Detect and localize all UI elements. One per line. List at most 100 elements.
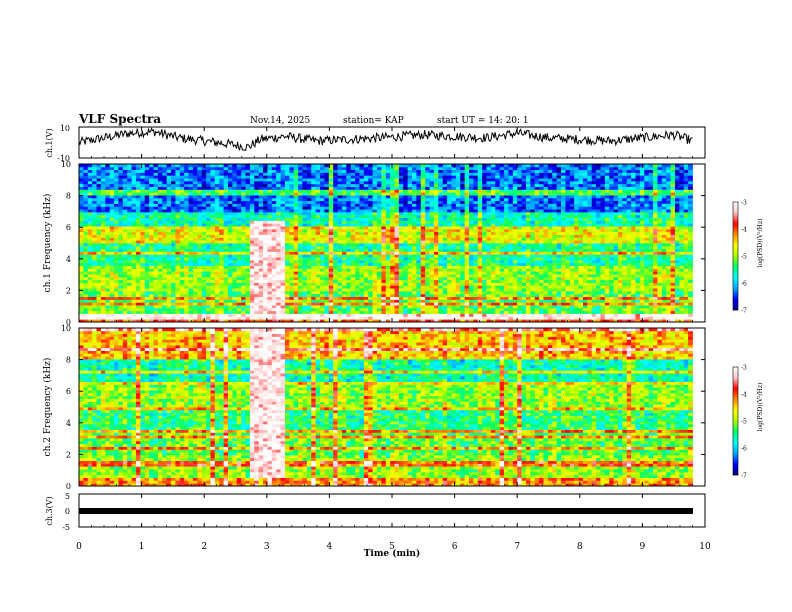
spectrogram-cell (565, 254, 571, 258)
spectrogram-cell (333, 302, 338, 306)
spectrogram-cell (289, 231, 295, 235)
spectrogram-cell (455, 282, 461, 286)
spectrogram-cell (504, 302, 509, 306)
spectrogram-cell (631, 290, 636, 295)
spectrogram-cell (157, 276, 163, 281)
spectrogram-cell (114, 234, 119, 238)
spectrogram-cell (499, 299, 505, 303)
spectrogram-cell (83, 293, 89, 298)
spectrogram-cell (482, 296, 487, 300)
spectrogram-cell (517, 234, 522, 238)
spectrogram-cell (79, 293, 84, 298)
spectrogram-cell (504, 305, 509, 309)
spectrogram-cell (166, 228, 172, 233)
spectrogram-cell (394, 276, 400, 281)
spectrogram-cell (267, 268, 273, 272)
spectrogram-cell (341, 302, 347, 306)
spectrogram-cell (201, 240, 207, 244)
spectrogram-cell (149, 279, 154, 283)
spectrogram-cell (350, 307, 356, 312)
spectrogram-cell (258, 305, 264, 309)
spectrogram-cell (635, 290, 641, 295)
spectrogram-cell (609, 310, 614, 314)
spectrogram-cell (613, 316, 619, 320)
spectrogram-cell (311, 307, 317, 312)
spectrogram-cell (486, 271, 492, 275)
spectrogram-cell (530, 316, 536, 320)
spectrogram-cell (644, 240, 650, 244)
spectrogram-cell (547, 271, 553, 275)
spectrogram-cell (249, 248, 255, 252)
spectrogram-cell (495, 310, 501, 314)
spectrogram-cell (188, 285, 194, 289)
spectrogram-cell (385, 276, 391, 281)
spectrogram-cell (92, 313, 97, 317)
spectrogram-cell (87, 274, 93, 278)
spectrogram-cell (254, 231, 260, 235)
spectrogram-cell (578, 251, 584, 255)
spectrogram-cell (490, 271, 496, 275)
spectrogram-cell (219, 248, 224, 252)
spectrogram-cell (114, 251, 119, 255)
spectrogram-cell (236, 290, 242, 295)
spectrogram-cell (320, 243, 325, 247)
spectrogram-cell (495, 285, 501, 289)
spectrogram-cell (631, 237, 636, 241)
spectrogram-cell (179, 290, 185, 295)
spectrogram-cell (596, 296, 601, 300)
spectrogram-cell (565, 231, 571, 235)
spectrogram-cell (289, 274, 295, 278)
spectrogram-cell (79, 251, 84, 255)
spectrogram-cell (258, 313, 264, 317)
spectrogram-cell (565, 228, 571, 233)
spectrogram-cell (219, 268, 224, 272)
spectrogram-cell (359, 285, 365, 289)
spectrogram-cell (508, 257, 514, 261)
spectrogram-cell (438, 299, 444, 303)
spectrogram-cell (298, 290, 303, 295)
spectrogram-cell (617, 254, 623, 258)
spectrogram-cell (648, 307, 654, 312)
spectrogram-cell (394, 245, 400, 250)
spectrogram-cell (267, 293, 273, 298)
spectrogram-cell (271, 223, 277, 227)
spectrogram-cell (644, 319, 650, 323)
spectrogram-cell (355, 310, 360, 314)
spectrogram-cell (617, 237, 623, 241)
spectrogram-cell (306, 305, 312, 309)
spectrogram-cell (258, 310, 264, 314)
spectrogram-cell (569, 268, 575, 272)
spectrogram-cell (547, 257, 553, 261)
spectrogram-cell (192, 254, 198, 258)
spectrogram-cell (315, 313, 321, 317)
spectrogram-cell (298, 274, 303, 278)
spectrogram-cell (289, 243, 295, 247)
spectrogram-cell (635, 285, 641, 289)
spectrogram-cell (328, 285, 334, 289)
spectrogram-cell (372, 245, 378, 250)
spectrogram-cell (166, 274, 172, 278)
spectrogram-cell (298, 293, 303, 298)
spectrogram-cell (486, 234, 492, 238)
spectrogram-cell (477, 293, 483, 298)
spectrogram-cell (525, 302, 531, 306)
spectrogram-cell (241, 259, 246, 264)
spectrogram-cell (363, 302, 369, 306)
spectrogram-cell (644, 262, 650, 266)
spectrogram-cell (232, 259, 238, 264)
spectrogram-cell (293, 265, 299, 269)
spectrogram-cell (192, 319, 198, 323)
spectrogram-cell (666, 259, 671, 264)
spectrogram-cell (442, 290, 448, 295)
spectrogram-cell (517, 248, 522, 252)
spectrogram-cell (657, 223, 663, 227)
spectrogram-cell (175, 296, 181, 300)
spectrogram-cell (100, 223, 106, 227)
spectrogram-cell (534, 240, 540, 244)
spectrogram-cell (79, 237, 84, 241)
spectrogram-cell (324, 279, 330, 283)
spectrogram-cell (587, 302, 593, 306)
spectrogram-cell (298, 245, 303, 250)
spectrogram-cell (144, 231, 150, 235)
